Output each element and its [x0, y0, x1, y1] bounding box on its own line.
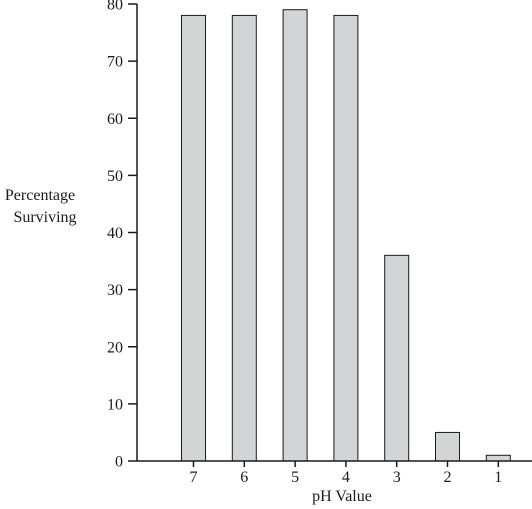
bar-ph-1	[485, 454, 511, 462]
x-tick-label-4: 4	[342, 469, 350, 486]
x-tick-label-5: 5	[291, 469, 299, 486]
y-axis-label-line-1: Percentage	[5, 187, 75, 204]
y-axis-label-line-2: Surviving	[13, 209, 76, 226]
y-tick-label-10: 10	[107, 396, 123, 413]
y-tick-label-40: 40	[107, 225, 123, 242]
x-tick-label-7: 7	[190, 469, 198, 486]
bar-ph-6	[231, 14, 257, 462]
x-tick-label-1: 1	[494, 469, 502, 486]
x-axis-ticks: 7 6 5 4 3 2 1	[190, 461, 502, 486]
y-tick-label-30: 30	[107, 282, 123, 299]
bar-ph-5	[282, 9, 308, 462]
x-tick-label-3: 3	[393, 469, 401, 486]
y-tick-label-20: 20	[107, 339, 123, 356]
x-tick-label-6: 6	[240, 469, 248, 486]
bar-ph-2	[435, 431, 460, 462]
y-tick-label-70: 70	[107, 54, 123, 71]
y-axis-ticks: 0 10 20 30 40 50 60 70 80	[107, 0, 137, 471]
y-axis-label: Percentage Surviving	[5, 187, 79, 226]
bars	[181, 9, 511, 462]
bar-ph-7	[181, 14, 206, 462]
y-tick-label-0: 0	[115, 454, 123, 471]
bar-ph-4	[333, 14, 359, 462]
x-tick-label-2: 2	[444, 469, 452, 486]
bar-ph-3	[384, 254, 410, 462]
y-tick-label-50: 50	[107, 168, 123, 185]
x-axis-label: pH Value	[312, 488, 372, 505]
y-tick-label-80: 80	[107, 0, 123, 14]
y-tick-label-60: 60	[107, 111, 123, 128]
